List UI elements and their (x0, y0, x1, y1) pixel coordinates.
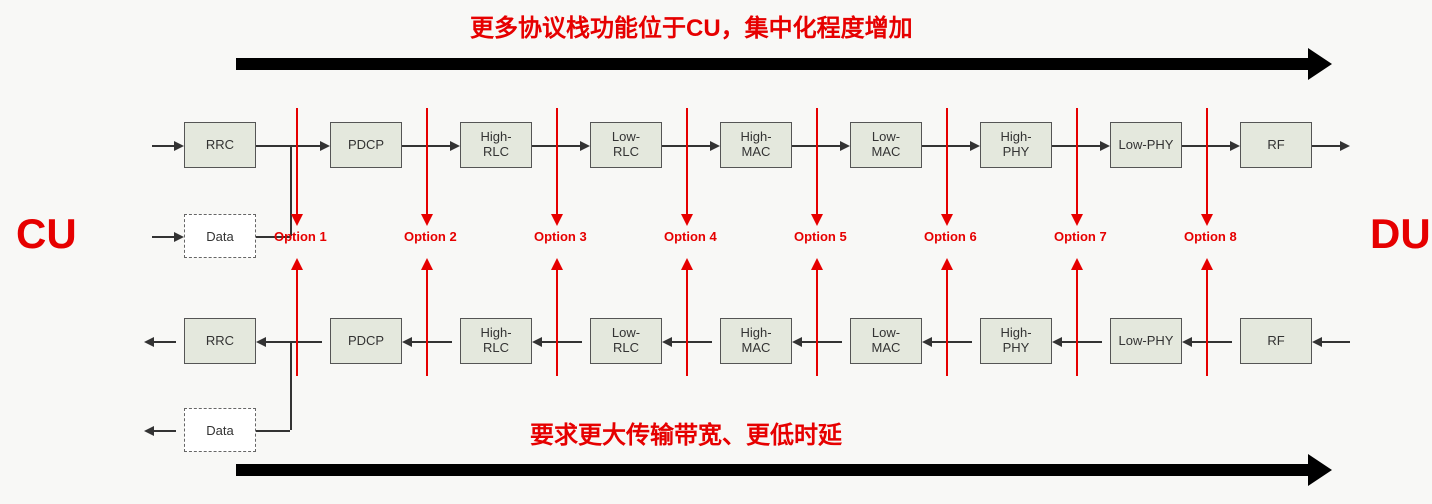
option-arrow-up-7 (1206, 268, 1208, 376)
box-bottom-0: RRC (184, 318, 256, 364)
box-bottom-3: Low- RLC (590, 318, 662, 364)
box-bottom-1: PDCP (330, 318, 402, 364)
h-arrow-top-0 (152, 145, 176, 147)
option-label-5: Option 6 (924, 229, 977, 244)
box-top-1: PDCP (330, 122, 402, 168)
h-arrow-bottom-5 (800, 341, 842, 343)
option-arrow-down-4 (816, 108, 818, 216)
box-bottom-4: High- MAC (720, 318, 792, 364)
data-box-bottom: Data (184, 408, 256, 452)
box-top-2: High- RLC (460, 122, 532, 168)
option-arrow-up-4 (816, 268, 818, 376)
h-arrow-bottom-8 (1190, 341, 1232, 343)
h-arrow-bottom-4 (670, 341, 712, 343)
data-box-top: Data (184, 214, 256, 258)
title-top: 更多协议栈功能位于CU，集中化程度增加 (470, 8, 913, 43)
option-label-7: Option 8 (1184, 229, 1237, 244)
option-label-3: Option 4 (664, 229, 717, 244)
h-arrow-bottom-2 (410, 341, 452, 343)
option-arrow-up-2 (556, 268, 558, 376)
box-bottom-7: Low-PHY (1110, 318, 1182, 364)
box-top-7: Low-PHY (1110, 122, 1182, 168)
option-arrow-up-3 (686, 268, 688, 376)
option-label-0: Option 1 (274, 229, 327, 244)
side-label-du: DU (1370, 210, 1431, 258)
option-arrow-down-0 (296, 108, 298, 216)
option-arrow-down-6 (1076, 108, 1078, 216)
box-bottom-6: High- PHY (980, 318, 1052, 364)
title-bottom: 要求更大传输带宽、更低时延 (530, 415, 842, 450)
option-arrow-down-7 (1206, 108, 1208, 216)
option-arrow-down-5 (946, 108, 948, 216)
option-arrow-up-6 (1076, 268, 1078, 376)
option-label-6: Option 7 (1054, 229, 1107, 244)
box-top-6: High- PHY (980, 122, 1052, 168)
h-arrow-bottom-1 (264, 341, 322, 343)
option-label-1: Option 2 (404, 229, 457, 244)
conn-bottom-v (290, 341, 292, 430)
h-arrow-bottom-0 (152, 341, 176, 343)
box-bottom-2: High- RLC (460, 318, 532, 364)
option-arrow-down-2 (556, 108, 558, 216)
big-arrow-top (236, 58, 1308, 70)
h-arrow-bottom-9 (1320, 341, 1350, 343)
diagram-container: { "layout": { "width": 1432, "height": 5… (0, 0, 1432, 504)
h-arrow-bottom-6 (930, 341, 972, 343)
box-top-5: Low- MAC (850, 122, 922, 168)
box-top-8: RF (1240, 122, 1312, 168)
option-arrow-up-5 (946, 268, 948, 376)
box-top-4: High- MAC (720, 122, 792, 168)
option-arrow-up-1 (426, 268, 428, 376)
data-arrow-bottom (152, 430, 176, 432)
h-arrow-top-1 (256, 145, 322, 147)
option-arrow-down-3 (686, 108, 688, 216)
h-arrow-top-9 (1312, 145, 1342, 147)
h-arrow-bottom-7 (1060, 341, 1102, 343)
box-bottom-8: RF (1240, 318, 1312, 364)
option-arrow-up-0 (296, 268, 298, 376)
data-arrow-top (152, 236, 176, 238)
box-bottom-5: Low- MAC (850, 318, 922, 364)
option-arrow-down-1 (426, 108, 428, 216)
conn-bottom-h (256, 430, 290, 432)
option-label-4: Option 5 (794, 229, 847, 244)
option-label-2: Option 3 (534, 229, 587, 244)
side-label-cu: CU (16, 210, 77, 258)
box-top-0: RRC (184, 122, 256, 168)
h-arrow-bottom-3 (540, 341, 582, 343)
box-top-3: Low- RLC (590, 122, 662, 168)
big-arrow-bottom (236, 464, 1308, 476)
